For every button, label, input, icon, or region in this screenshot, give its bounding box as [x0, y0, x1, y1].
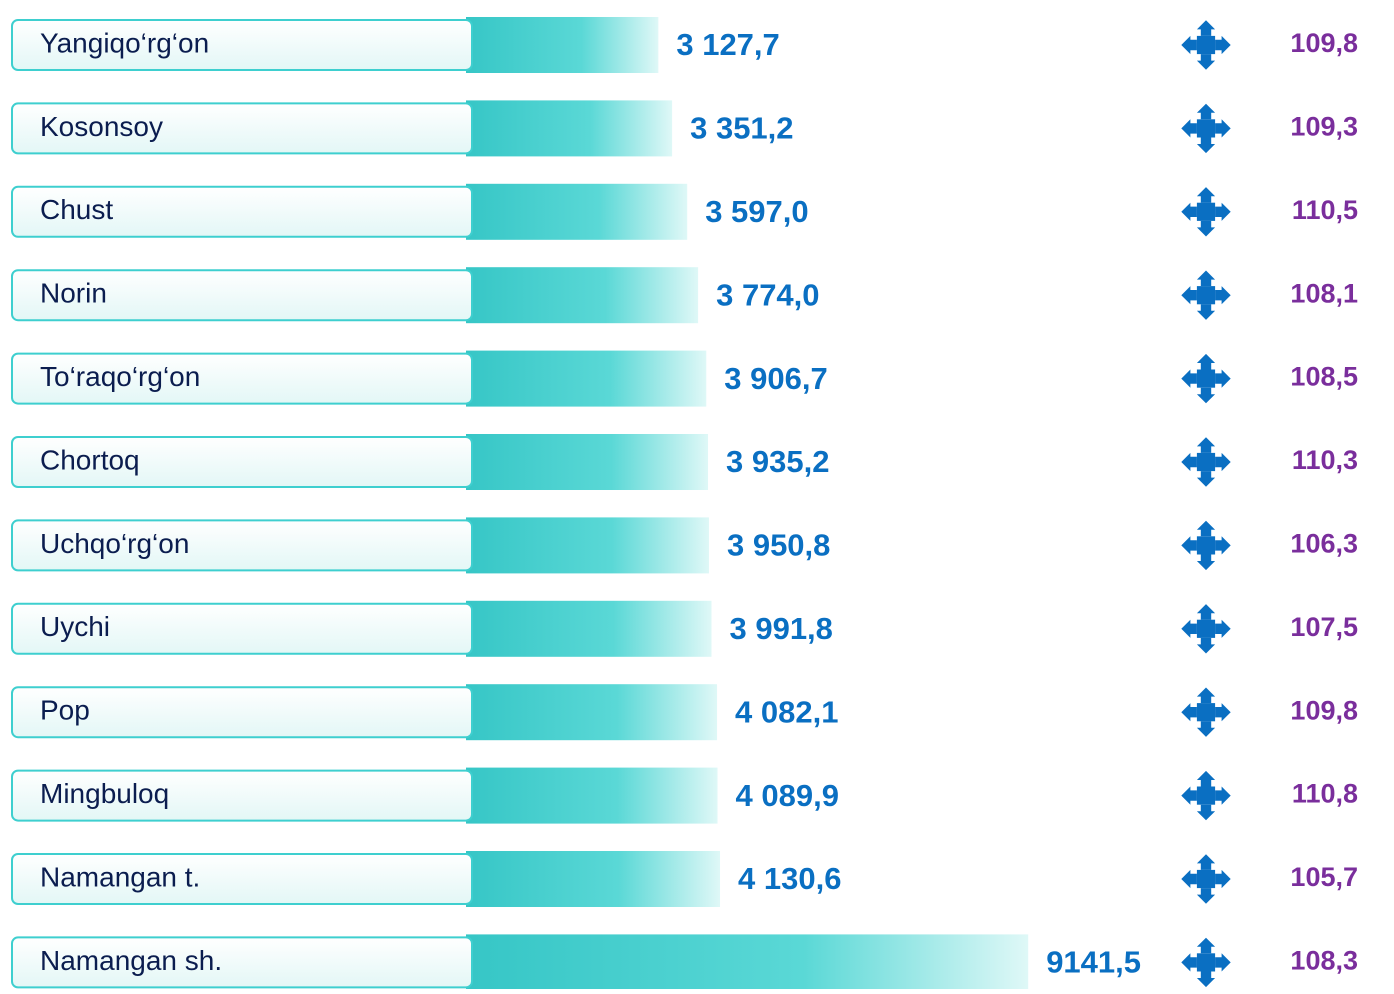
growth-icon [1181, 270, 1231, 320]
bar [466, 934, 1029, 991]
value-label: 3 127,7 [676, 27, 779, 62]
growth-icon [1181, 437, 1231, 487]
growth-label: 107,5 [1290, 612, 1358, 642]
growth-icon [1181, 604, 1231, 654]
growth-label: 109,8 [1290, 28, 1358, 58]
label-box [11, 602, 473, 655]
bar [466, 517, 709, 574]
growth-label: 105,7 [1290, 862, 1358, 892]
value-label: 4 130,6 [738, 861, 841, 896]
growth-label: 110,8 [1292, 779, 1358, 809]
bar [466, 434, 709, 490]
category-label: Uchqo‘rg‘on [40, 528, 189, 559]
growth-icon [1181, 353, 1231, 404]
bar [466, 183, 688, 240]
bar [466, 851, 721, 907]
growth-icon [1181, 187, 1231, 237]
growth-icon [1181, 20, 1231, 70]
growth-icon [1181, 520, 1231, 571]
bar [466, 100, 673, 157]
value-label: 3 597,0 [705, 194, 808, 229]
growth-label: 110,3 [1292, 445, 1358, 475]
value-label: 3 351,2 [690, 111, 793, 146]
bar [466, 684, 718, 741]
bar [466, 767, 718, 824]
growth-label: 108,3 [1290, 946, 1358, 976]
value-label: 3 774,0 [716, 277, 819, 312]
category-label: Chortoq [40, 444, 140, 475]
bar [466, 267, 699, 324]
label-box [11, 352, 473, 405]
label-box [11, 102, 473, 155]
category-label: Pop [40, 695, 90, 726]
value-label: 3 906,7 [724, 361, 827, 396]
value-label: 3 935,2 [726, 444, 829, 479]
growth-icon [1181, 687, 1231, 737]
label-box [11, 185, 473, 238]
label-box [11, 686, 473, 739]
bar [466, 600, 712, 657]
category-label: Namangan t. [40, 861, 200, 892]
growth-label: 110,5 [1292, 195, 1358, 225]
category-label: Norin [40, 278, 107, 309]
growth-label: 108,1 [1290, 278, 1358, 308]
growth-label: 106,3 [1290, 529, 1358, 559]
category-label: Yangiqo‘rg‘on [40, 27, 209, 58]
category-label: To‘raqo‘rg‘on [40, 361, 200, 392]
category-label: Chust [40, 194, 113, 225]
label-box [11, 853, 473, 905]
growth-icon [1181, 770, 1231, 821]
value-label: 4 089,9 [736, 778, 839, 813]
bar [466, 17, 659, 73]
label-box [11, 269, 473, 322]
growth-label: 109,3 [1290, 112, 1358, 142]
growth-icon [1181, 937, 1231, 988]
growth-label: 108,5 [1290, 362, 1358, 392]
value-label: 3 991,8 [729, 611, 832, 646]
label-box [11, 936, 473, 989]
category-label: Kosonsoy [40, 111, 163, 142]
category-label: Mingbuloq [40, 778, 169, 809]
growth-label: 109,8 [1290, 695, 1358, 725]
label-box [11, 519, 473, 572]
value-label: 3 950,8 [727, 528, 830, 563]
bar [466, 350, 707, 407]
label-box [11, 769, 473, 822]
value-label: 4 082,1 [735, 694, 838, 729]
label-box [11, 436, 473, 488]
label-box [11, 19, 473, 71]
value-label: 9141,5 [1046, 945, 1141, 980]
growth-icon [1181, 103, 1231, 154]
category-label: Namangan sh. [40, 945, 222, 976]
category-label: Uychi [40, 611, 110, 642]
growth-icon [1181, 854, 1231, 904]
